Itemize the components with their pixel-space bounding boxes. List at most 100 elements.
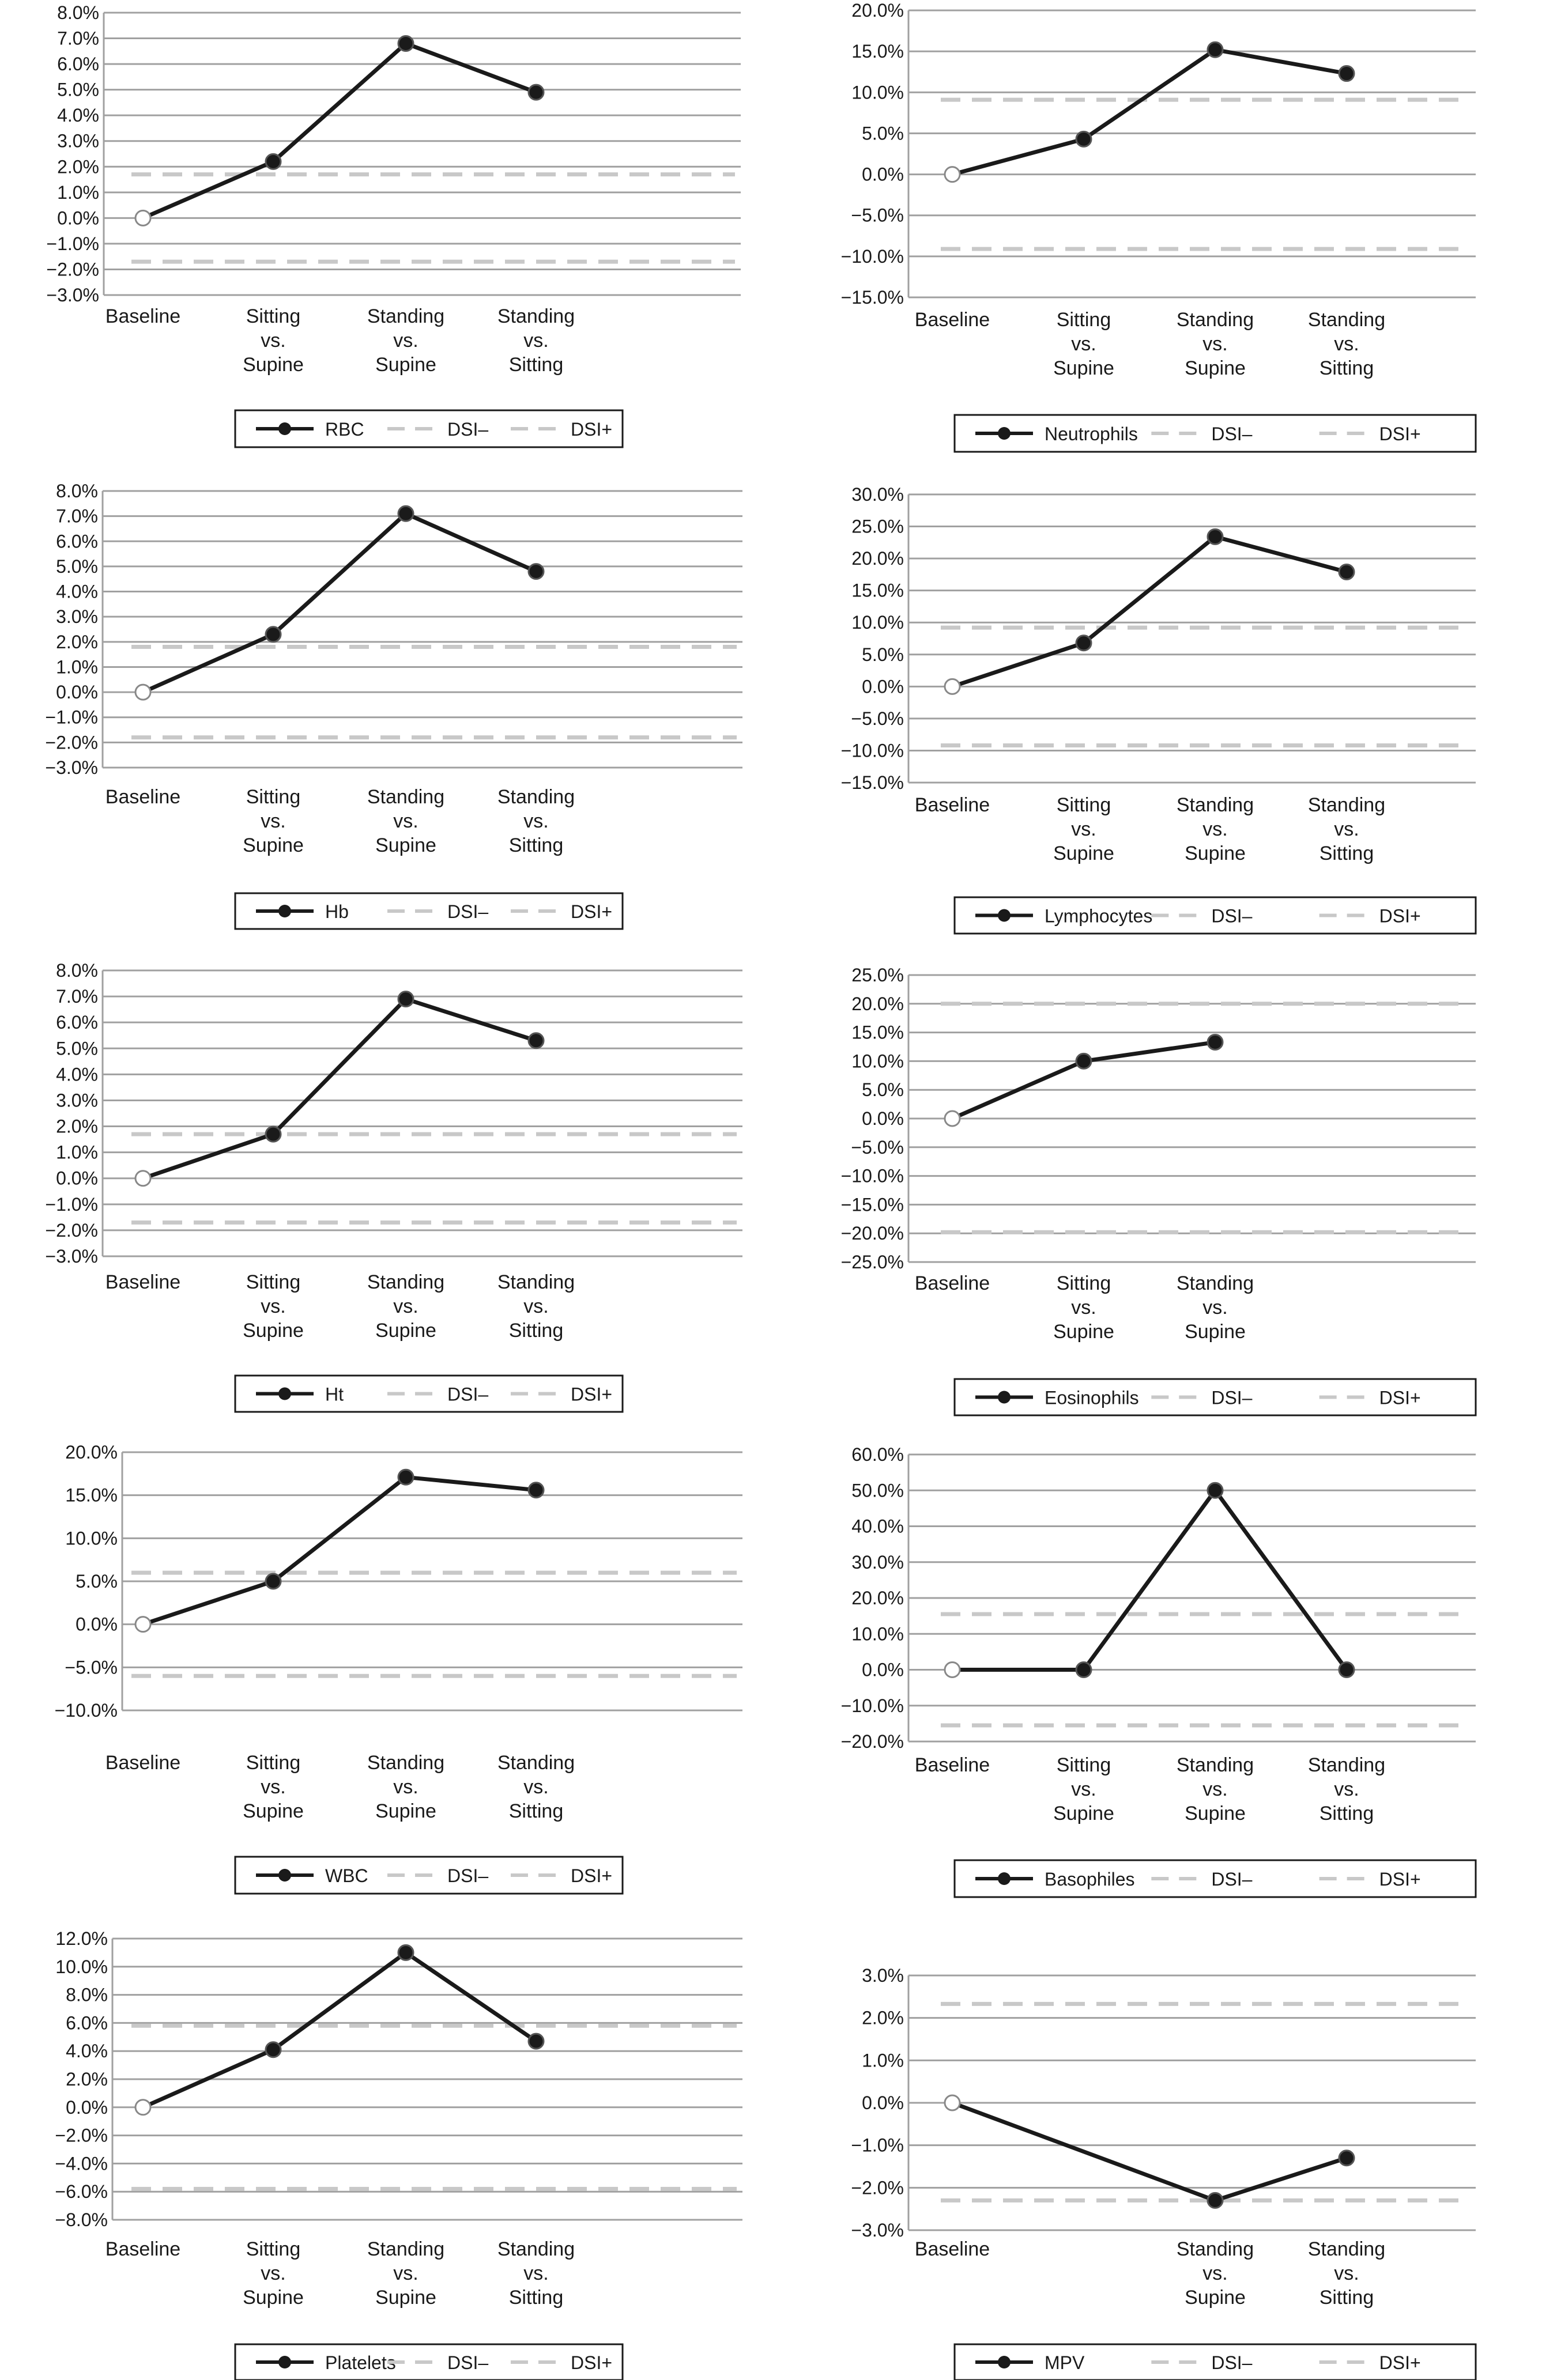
x-category-label: Baseline — [105, 1752, 180, 1774]
data-point — [265, 626, 282, 643]
data-point — [134, 2099, 152, 2116]
data-point — [527, 1482, 545, 1499]
data-point — [134, 1616, 152, 1633]
legend-series-marker — [998, 427, 1011, 440]
legend-series-label: WBC — [325, 1865, 368, 1886]
y-tick-label: −5.0% — [851, 1137, 904, 1158]
y-tick-label: 5.0% — [862, 644, 904, 665]
x-category-label: Standing — [497, 1271, 575, 1293]
x-category-label: vs. — [1202, 1297, 1227, 1319]
y-tick-label: 4.0% — [56, 1064, 98, 1085]
y-tick-label: 3.0% — [862, 1965, 904, 1986]
y-tick-label: 0.0% — [56, 682, 98, 702]
legend-series-label: MPV — [1045, 2352, 1085, 2373]
x-category-label: Supine — [1053, 1321, 1114, 1343]
y-tick-label: 0.0% — [76, 1614, 118, 1635]
y-tick-label: 5.0% — [56, 1038, 98, 1059]
chart-panel-4: −15.0% −10.0% −5.0% 0.0% 5.0% 10.0% 15.0% 20.0%… — [841, 484, 1477, 935]
y-tick-label: −4.0% — [55, 2153, 108, 2174]
y-tick-label: −1.0% — [45, 707, 98, 728]
legend-series-label: Neutrophils — [1045, 424, 1138, 444]
data-point — [397, 991, 414, 1008]
y-tick-label: 25.0% — [851, 965, 904, 985]
data-point — [1075, 130, 1092, 148]
y-tick-label: 0.0% — [862, 1660, 904, 1680]
y-tick-label: 4.0% — [66, 2041, 108, 2061]
legend-dsi-minus-label: DSI– — [1211, 906, 1252, 927]
y-tick-label: −10.0% — [841, 246, 904, 267]
legend-series-marker — [998, 2356, 1011, 2368]
legend-dsi-plus-label: DSI+ — [1379, 424, 1421, 444]
y-tick-label: −15.0% — [841, 772, 904, 793]
x-category-label: Sitting — [246, 305, 301, 327]
y-tick-label: −2.0% — [851, 2177, 904, 2198]
x-category-label: Supine — [243, 834, 304, 856]
x-category-label: vs. — [523, 1776, 548, 1798]
x-category-label: Standing — [1308, 794, 1385, 816]
y-tick-label: 3.0% — [56, 1090, 98, 1110]
legend-dsi-plus-label: DSI+ — [1379, 1869, 1421, 1890]
chart-panel-8: −20.0% −10.0% 0.0% 10.0% 20.0% 30.0% 40.0% 50.0… — [841, 1444, 1477, 1898]
x-category-label: Sitting — [1057, 1754, 1111, 1776]
y-tick-label: 7.0% — [57, 28, 99, 49]
x-category-label: vs. — [393, 810, 418, 832]
legend-series-marker — [278, 905, 291, 917]
data-point — [944, 1110, 961, 1127]
legend-dsi-minus-label: DSI– — [1211, 2352, 1252, 2373]
x-category-label: Standing — [1177, 1754, 1254, 1776]
y-tick-label: 4.0% — [56, 581, 98, 602]
y-tick-label: −5.0% — [65, 1657, 118, 1678]
y-tick-label: −5.0% — [851, 205, 904, 226]
legend-series-marker — [998, 1391, 1011, 1404]
data-point — [134, 209, 152, 226]
y-tick-label: 0.0% — [862, 1108, 904, 1129]
legend-series-label: Lymphocytes — [1045, 906, 1152, 927]
y-tick-label: 2.0% — [56, 632, 98, 652]
x-category-label: Sitting — [509, 834, 564, 856]
legend-dsi-minus-label: DSI– — [447, 901, 488, 922]
legend-box — [953, 1859, 1477, 1898]
y-tick-label: 6.0% — [66, 2012, 108, 2033]
y-tick-label: 10.0% — [851, 1623, 904, 1644]
chart-panel-6: −25.0% −20.0% −15.0% −10.0% −5.0% 0.0% 5.0% 10.… — [841, 965, 1477, 1416]
y-tick-label: −15.0% — [841, 1194, 904, 1215]
y-tick-label: 0.0% — [862, 164, 904, 185]
x-category-label: Standing — [1177, 1272, 1254, 1294]
data-point — [944, 678, 961, 695]
y-tick-label: −20.0% — [841, 1731, 904, 1752]
y-tick-label: −10.0% — [841, 740, 904, 761]
legend-series-label: Platelets — [325, 2352, 396, 2373]
x-category-label: vs. — [523, 330, 548, 352]
legend-series-marker — [278, 1869, 291, 1882]
x-category-label: Baseline — [105, 2238, 180, 2260]
y-tick-label: −10.0% — [55, 1700, 118, 1721]
x-category-label: Standing — [367, 1271, 444, 1293]
y-tick-label: −10.0% — [841, 1166, 904, 1187]
x-category-label: Supine — [1185, 843, 1246, 864]
chart-panel-5: −3.0% −2.0% −1.0% 0.0% 1.0% 2.0% 3.0% 4.0% 5.0% 6… — [45, 960, 742, 1413]
x-category-label: Sitting — [1319, 2287, 1374, 2309]
legend-series-marker — [278, 1387, 291, 1400]
y-tick-label: 8.0% — [66, 1985, 108, 2005]
legend-series-marker — [278, 2356, 291, 2368]
x-category-label: vs. — [1334, 333, 1359, 355]
y-tick-label: 7.0% — [56, 986, 98, 1007]
legend-box — [953, 414, 1477, 453]
x-category-label: vs. — [1071, 1297, 1096, 1319]
x-category-label: Baseline — [915, 2238, 990, 2260]
y-tick-label: 20.0% — [851, 993, 904, 1014]
y-tick-label: 10.0% — [55, 1956, 108, 1977]
legend-series-label: Ht — [325, 1384, 344, 1405]
x-category-label: Sitting — [1057, 309, 1111, 331]
x-category-label: Supine — [243, 2287, 304, 2309]
y-tick-label: 15.0% — [65, 1485, 118, 1506]
data-point — [397, 35, 414, 52]
y-tick-label: 5.0% — [862, 1079, 904, 1100]
x-category-label: Sitting — [1057, 794, 1111, 816]
x-category-label: Sitting — [509, 1800, 564, 1822]
x-category-label: Standing — [497, 1752, 575, 1774]
legend-series-label: Basophiles — [1045, 1869, 1135, 1890]
y-tick-label: −1.0% — [851, 2135, 904, 2156]
x-category-label: vs. — [393, 330, 418, 352]
x-category-label: Standing — [367, 786, 444, 808]
